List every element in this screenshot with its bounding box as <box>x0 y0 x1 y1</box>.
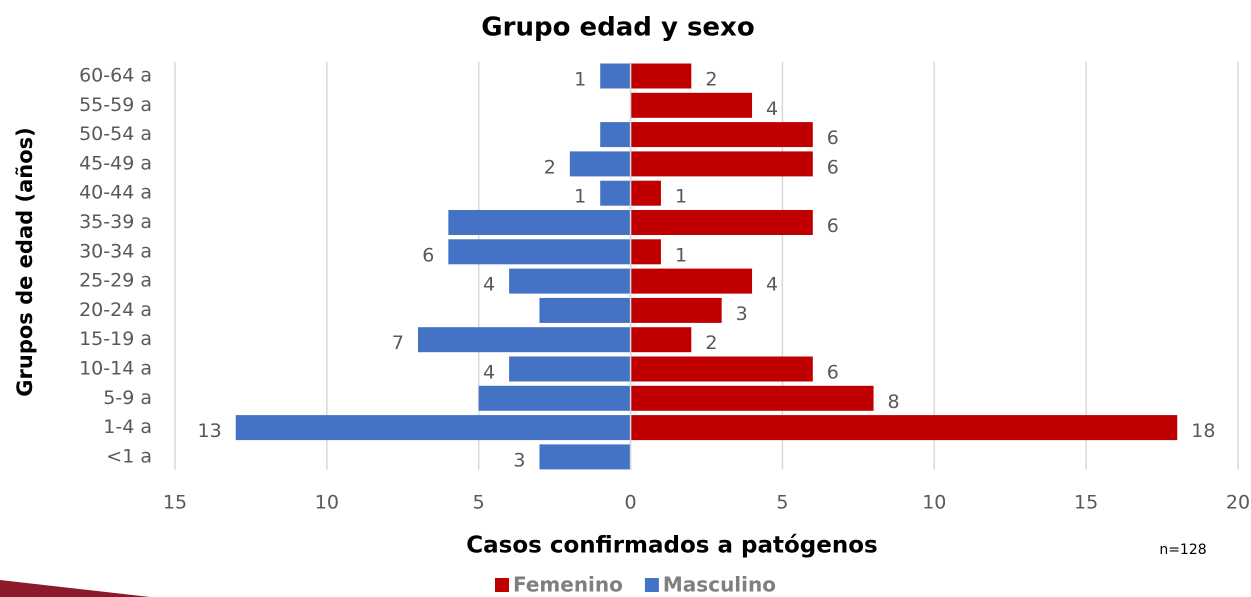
y-tick-label: 35-39 a <box>79 211 152 233</box>
bar <box>478 385 631 411</box>
x-tick-label: 5 <box>473 492 485 514</box>
x-tick-label: 15 <box>1074 492 1098 514</box>
x-tick-label: 15 <box>163 492 187 514</box>
data-label: 6 <box>422 244 434 266</box>
y-tick-label: 20-24 a <box>79 299 152 321</box>
data-label: 1 <box>574 69 586 91</box>
legend-swatch <box>495 578 509 592</box>
x-tick-label: 0 <box>625 492 637 514</box>
data-label: 13 <box>198 420 222 442</box>
y-tick-label: 5-9 a <box>103 387 152 409</box>
y-tick-label: 30-34 a <box>79 240 152 262</box>
data-label: 1 <box>675 244 687 266</box>
x-tick-label: 10 <box>922 492 946 514</box>
bar <box>509 356 631 382</box>
bar <box>630 356 813 382</box>
bar <box>630 297 722 323</box>
bar <box>630 327 692 353</box>
bar <box>630 63 692 89</box>
data-label: 3 <box>513 449 525 471</box>
legend-label: Femenino <box>513 573 623 597</box>
bar <box>448 210 631 235</box>
note: n=128 <box>1159 542 1206 558</box>
data-label: 1 <box>574 186 586 208</box>
bar <box>448 239 631 265</box>
data-label: 18 <box>1191 420 1215 442</box>
bar <box>630 385 874 411</box>
bar <box>630 239 661 265</box>
bar <box>630 92 753 118</box>
bar <box>630 210 813 235</box>
bar <box>539 297 631 323</box>
y-tick-label: 10-14 a <box>79 358 152 380</box>
bar <box>600 122 631 148</box>
x-axis-label: Casos confirmados a patógenos <box>466 533 877 559</box>
y-tick-label: 50-54 a <box>79 123 152 145</box>
data-label: 8 <box>888 391 900 413</box>
bar <box>630 122 813 148</box>
data-label: 2 <box>705 332 717 354</box>
y-tick-label: 40-44 a <box>79 182 152 204</box>
y-axis-label: Grupos de edad (años) <box>13 127 37 396</box>
legend-label: Masculino <box>663 573 776 597</box>
bar <box>235 415 631 441</box>
data-label: 1 <box>675 186 687 208</box>
y-tick-label: 60-64 a <box>79 65 152 87</box>
data-label: 3 <box>736 303 748 325</box>
y-tick-label: <1 a <box>106 445 152 467</box>
data-label: 7 <box>392 332 404 354</box>
bar <box>600 180 631 206</box>
bar <box>509 268 631 294</box>
y-tick-label: 15-19 a <box>79 328 152 350</box>
x-tick-label: 5 <box>776 492 788 514</box>
bar <box>630 151 813 177</box>
bar <box>630 180 661 206</box>
data-label: 4 <box>766 274 778 296</box>
chart-title: Grupo edad y sexo <box>481 13 754 43</box>
data-label: 6 <box>827 156 839 178</box>
bar <box>569 151 631 177</box>
x-tick-label: 10 <box>315 492 339 514</box>
bar <box>630 415 1178 441</box>
data-label: 6 <box>827 362 839 384</box>
data-label: 4 <box>483 274 495 296</box>
data-label: 4 <box>766 98 778 120</box>
y-tick-label: 45-49 a <box>79 152 152 174</box>
y-tick-label: 1-4 a <box>103 416 152 438</box>
bar <box>539 444 631 470</box>
data-label: 4 <box>483 362 495 384</box>
x-tick-label: 20 <box>1226 492 1250 514</box>
data-label: 2 <box>544 156 556 178</box>
bar <box>600 63 631 89</box>
legend-swatch <box>644 578 659 592</box>
data-label: 6 <box>827 215 839 237</box>
decoration <box>0 580 150 597</box>
bar <box>417 327 631 353</box>
y-tick-label: 25-29 a <box>79 270 152 292</box>
data-label: 6 <box>827 127 839 149</box>
bar <box>630 268 753 294</box>
data-label: 2 <box>705 69 717 91</box>
y-tick-label: 55-59 a <box>79 94 152 116</box>
